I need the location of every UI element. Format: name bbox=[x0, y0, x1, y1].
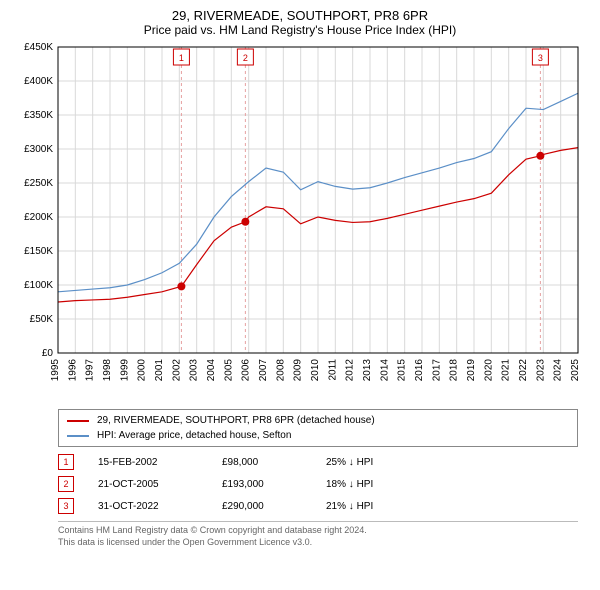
svg-text:£150K: £150K bbox=[24, 246, 53, 257]
sale-diff: 18% ↓ HPI bbox=[326, 479, 406, 490]
sale-price: £290,000 bbox=[222, 501, 302, 512]
sale-price: £193,000 bbox=[222, 479, 302, 490]
svg-text:1995: 1995 bbox=[50, 359, 61, 382]
sale-row: 1 15-FEB-2002 £98,000 25% ↓ HPI bbox=[58, 451, 578, 473]
svg-text:2024: 2024 bbox=[553, 359, 564, 382]
svg-text:2010: 2010 bbox=[310, 359, 321, 382]
svg-text:2018: 2018 bbox=[449, 359, 460, 382]
svg-text:2003: 2003 bbox=[189, 359, 200, 382]
svg-text:2: 2 bbox=[243, 53, 248, 63]
legend-label: HPI: Average price, detached house, Seft… bbox=[97, 428, 291, 443]
svg-text:2021: 2021 bbox=[501, 359, 512, 382]
svg-text:2000: 2000 bbox=[137, 359, 148, 382]
svg-text:2001: 2001 bbox=[154, 359, 165, 382]
svg-text:1996: 1996 bbox=[67, 359, 78, 382]
sale-marker: 1 bbox=[58, 454, 74, 470]
page-title: 29, RIVERMEADE, SOUTHPORT, PR8 6PR bbox=[8, 8, 592, 23]
footnote: Contains HM Land Registry data © Crown c… bbox=[58, 521, 578, 548]
sale-price: £98,000 bbox=[222, 457, 302, 468]
svg-text:1998: 1998 bbox=[102, 359, 113, 382]
svg-text:1997: 1997 bbox=[85, 359, 96, 382]
sale-date: 15-FEB-2002 bbox=[98, 457, 198, 468]
svg-text:2011: 2011 bbox=[327, 359, 338, 381]
sale-date: 21-OCT-2005 bbox=[98, 479, 198, 490]
sale-date: 31-OCT-2022 bbox=[98, 501, 198, 512]
legend-item: HPI: Average price, detached house, Seft… bbox=[67, 428, 569, 443]
sales-table: 1 15-FEB-2002 £98,000 25% ↓ HPI 2 21-OCT-2005… bbox=[58, 451, 578, 517]
svg-text:2022: 2022 bbox=[518, 359, 529, 382]
svg-text:2017: 2017 bbox=[431, 359, 442, 382]
page-subtitle: Price paid vs. HM Land Registry's House … bbox=[8, 23, 592, 37]
svg-text:£50K: £50K bbox=[30, 314, 54, 325]
svg-text:2014: 2014 bbox=[379, 359, 390, 382]
legend-swatch bbox=[67, 420, 89, 422]
svg-text:£100K: £100K bbox=[24, 280, 53, 291]
svg-text:2015: 2015 bbox=[397, 359, 408, 382]
sale-row: 3 31-OCT-2022 £290,000 21% ↓ HPI bbox=[58, 495, 578, 517]
svg-text:2020: 2020 bbox=[483, 359, 494, 382]
sale-row: 2 21-OCT-2005 £193,000 18% ↓ HPI bbox=[58, 473, 578, 495]
price-chart: £0 £50K £100K £150K £200K £250K £300K £350K £400… bbox=[8, 43, 592, 403]
legend-item: 29, RIVERMEADE, SOUTHPORT, PR8 6PR (deta… bbox=[67, 413, 569, 428]
sale-marker: 3 bbox=[58, 498, 74, 514]
svg-text:£250K: £250K bbox=[24, 178, 53, 189]
svg-text:2005: 2005 bbox=[223, 359, 234, 382]
svg-text:£0: £0 bbox=[42, 348, 54, 359]
svg-text:1999: 1999 bbox=[119, 359, 130, 382]
svg-text:2002: 2002 bbox=[171, 359, 182, 382]
svg-text:2023: 2023 bbox=[535, 359, 546, 382]
legend-label: 29, RIVERMEADE, SOUTHPORT, PR8 6PR (deta… bbox=[97, 413, 375, 428]
svg-text:2006: 2006 bbox=[241, 359, 252, 382]
svg-text:2012: 2012 bbox=[345, 359, 356, 382]
svg-text:2013: 2013 bbox=[362, 359, 373, 382]
legend-swatch bbox=[67, 435, 89, 437]
svg-text:2004: 2004 bbox=[206, 359, 217, 382]
svg-text:£200K: £200K bbox=[24, 212, 53, 223]
svg-text:£400K: £400K bbox=[24, 76, 53, 87]
svg-text:1: 1 bbox=[179, 53, 184, 63]
sale-marker: 2 bbox=[58, 476, 74, 492]
sale-diff: 25% ↓ HPI bbox=[326, 457, 406, 468]
footnote-line: This data is licensed under the Open Gov… bbox=[58, 537, 578, 549]
sale-diff: 21% ↓ HPI bbox=[326, 501, 406, 512]
svg-text:£450K: £450K bbox=[24, 43, 53, 53]
legend: 29, RIVERMEADE, SOUTHPORT, PR8 6PR (deta… bbox=[58, 409, 578, 447]
svg-text:2019: 2019 bbox=[466, 359, 477, 382]
svg-text:3: 3 bbox=[538, 53, 543, 63]
svg-text:2007: 2007 bbox=[258, 359, 269, 382]
svg-text:2016: 2016 bbox=[414, 359, 425, 382]
chart-container: £0 £50K £100K £150K £200K £250K £300K £350K £400… bbox=[8, 43, 592, 403]
svg-text:£350K: £350K bbox=[24, 110, 53, 121]
svg-text:£300K: £300K bbox=[24, 144, 53, 155]
footnote-line: Contains HM Land Registry data © Crown c… bbox=[58, 525, 578, 537]
svg-text:2025: 2025 bbox=[570, 359, 581, 382]
svg-text:2008: 2008 bbox=[275, 359, 286, 382]
svg-text:2009: 2009 bbox=[293, 359, 304, 382]
